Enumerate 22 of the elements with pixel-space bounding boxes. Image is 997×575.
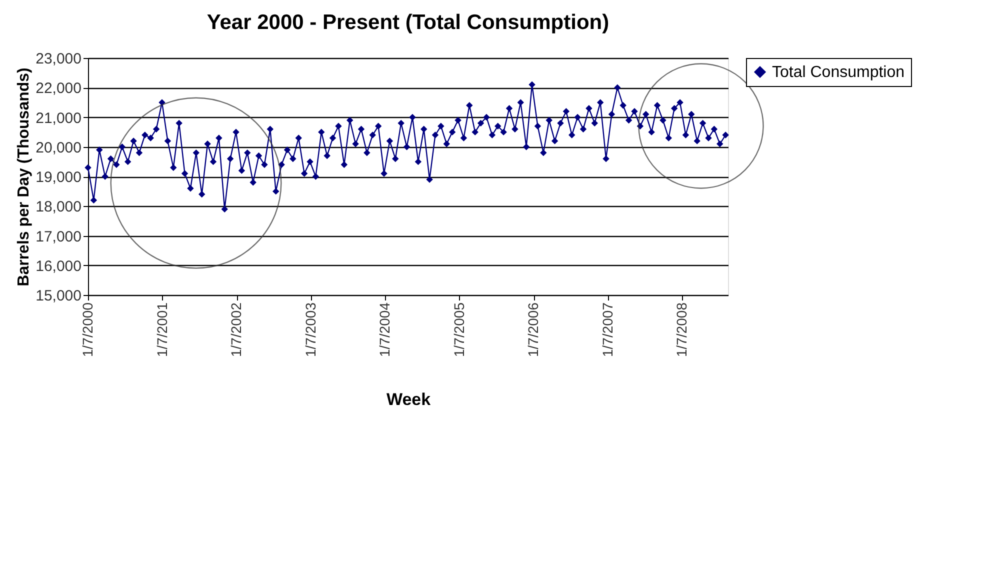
x-tick-label: 1/7/2002 — [228, 302, 244, 357]
x-tick-label: 1/7/2001 — [154, 302, 170, 357]
x-tick-label: 1/7/2007 — [599, 302, 616, 357]
y-axis-title: Barrels per Day (Thousands) — [16, 68, 33, 286]
y-tick-label: 18,000 — [36, 198, 82, 216]
y-tick-label: 22,000 — [36, 80, 82, 98]
x-tick-label: 1/7/2008 — [674, 302, 690, 357]
x-tick-label: 1/7/2006 — [525, 302, 542, 357]
chart-title: Year 2000 - Present (Total Consumption) — [206, 11, 610, 34]
y-tick-label: 16,000 — [36, 258, 82, 275]
x-tick-label: 1/7/2003 — [302, 302, 318, 357]
y-tick-label: 21,000 — [36, 110, 82, 127]
y-tick-label: 17,000 — [36, 228, 82, 246]
legend-label: Total Consumption — [772, 64, 905, 81]
x-tick-label: 1/7/2004 — [376, 302, 393, 357]
x-tick-label: 1/7/2005 — [450, 302, 467, 357]
y-tick-label: 19,000 — [36, 169, 82, 186]
x-tick-label: 1/7/2000 — [80, 302, 96, 357]
y-tick-label: 15,000 — [36, 288, 82, 304]
y-tick-label: 20,000 — [36, 139, 82, 156]
y-tick-label: 23,000 — [36, 50, 82, 68]
x-axis-title: Week — [386, 390, 432, 409]
